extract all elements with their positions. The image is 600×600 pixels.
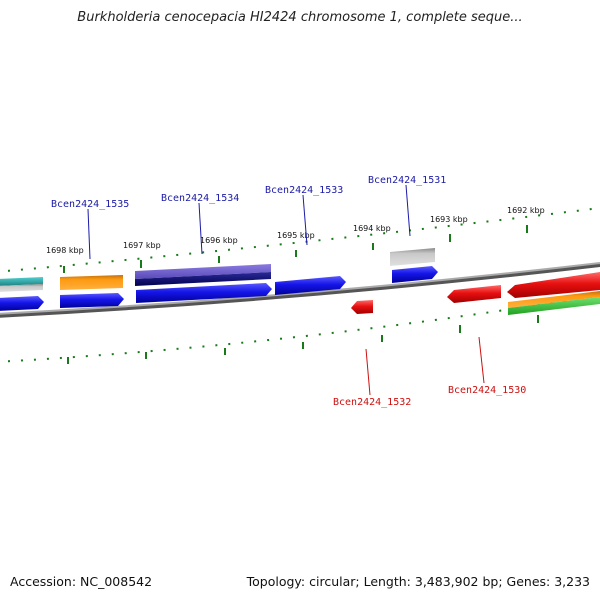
scale-label: 1692 kbp bbox=[507, 206, 545, 215]
gene-Bcen2424_1535[interactable] bbox=[60, 293, 124, 308]
label-leaders-forward bbox=[87, 184, 411, 260]
major-ticks-outer bbox=[63, 225, 528, 273]
reverse-gene bbox=[507, 272, 600, 298]
scale-label: 1693 kbp bbox=[430, 215, 468, 224]
gene-label-Bcen2424_1530: Bcen2424_1530 bbox=[448, 385, 526, 396]
gene-labels-reverse: Bcen2424_1532 Bcen2424_1530 bbox=[333, 385, 526, 408]
gene-labels-forward: Bcen2424_1535 Bcen2424_1534 Bcen2424_153… bbox=[51, 175, 446, 210]
grey-feature bbox=[0, 284, 43, 292]
scale-label: 1697 kbp bbox=[123, 241, 161, 250]
gene-Bcen2424_1534[interactable] bbox=[136, 283, 272, 303]
backbone-shadow bbox=[0, 263, 600, 318]
right-edge-features bbox=[507, 272, 600, 315]
gene-label-Bcen2424_1531: Bcen2424_1531 bbox=[368, 175, 446, 186]
gene-Bcen2424_1532[interactable] bbox=[351, 300, 373, 314]
forward-gene bbox=[0, 296, 44, 311]
label-leaders-reverse bbox=[365, 336, 485, 396]
scale-labels: 1698 kbp 1697 kbp 1696 kbp 1695 kbp 1694… bbox=[46, 206, 545, 255]
scale-label: 1695 kbp bbox=[277, 231, 315, 240]
gene-label-Bcen2424_1532: Bcen2424_1532 bbox=[333, 397, 411, 408]
gene-label-Bcen2424_1535: Bcen2424_1535 bbox=[51, 199, 129, 210]
gene-Bcen2424_1530[interactable] bbox=[447, 285, 501, 303]
gene-label-Bcen2424_1533: Bcen2424_1533 bbox=[265, 185, 343, 196]
map-title: Burkholderia cenocepacia HI2424 chromoso… bbox=[77, 10, 523, 25]
gene-label-Bcen2424_1534: Bcen2424_1534 bbox=[161, 193, 239, 204]
gene-Bcen2424_1531[interactable] bbox=[392, 266, 438, 283]
purple-feature[interactable] bbox=[135, 264, 271, 279]
teal-feature bbox=[0, 277, 43, 286]
tick-track-outer bbox=[0, 207, 600, 273]
accession-text: Accession: NC_008542 bbox=[10, 574, 153, 589]
scale-label: 1694 kbp bbox=[353, 224, 391, 233]
navy-feature[interactable] bbox=[135, 272, 271, 286]
left-edge-features bbox=[0, 277, 44, 311]
orange-feature[interactable] bbox=[60, 275, 123, 290]
green-feature bbox=[508, 297, 600, 315]
gene-Bcen2424_1533[interactable] bbox=[275, 276, 346, 295]
grey-feature[interactable] bbox=[390, 248, 435, 266]
backbone bbox=[0, 262, 600, 315]
major-ticks-inner bbox=[67, 315, 539, 364]
orange-feature bbox=[508, 291, 600, 308]
scale-label: 1698 kbp bbox=[46, 246, 84, 255]
scale-label: 1696 kbp bbox=[200, 236, 238, 245]
topology-summary: Topology: circular; Length: 3,483,902 bp… bbox=[246, 574, 590, 589]
